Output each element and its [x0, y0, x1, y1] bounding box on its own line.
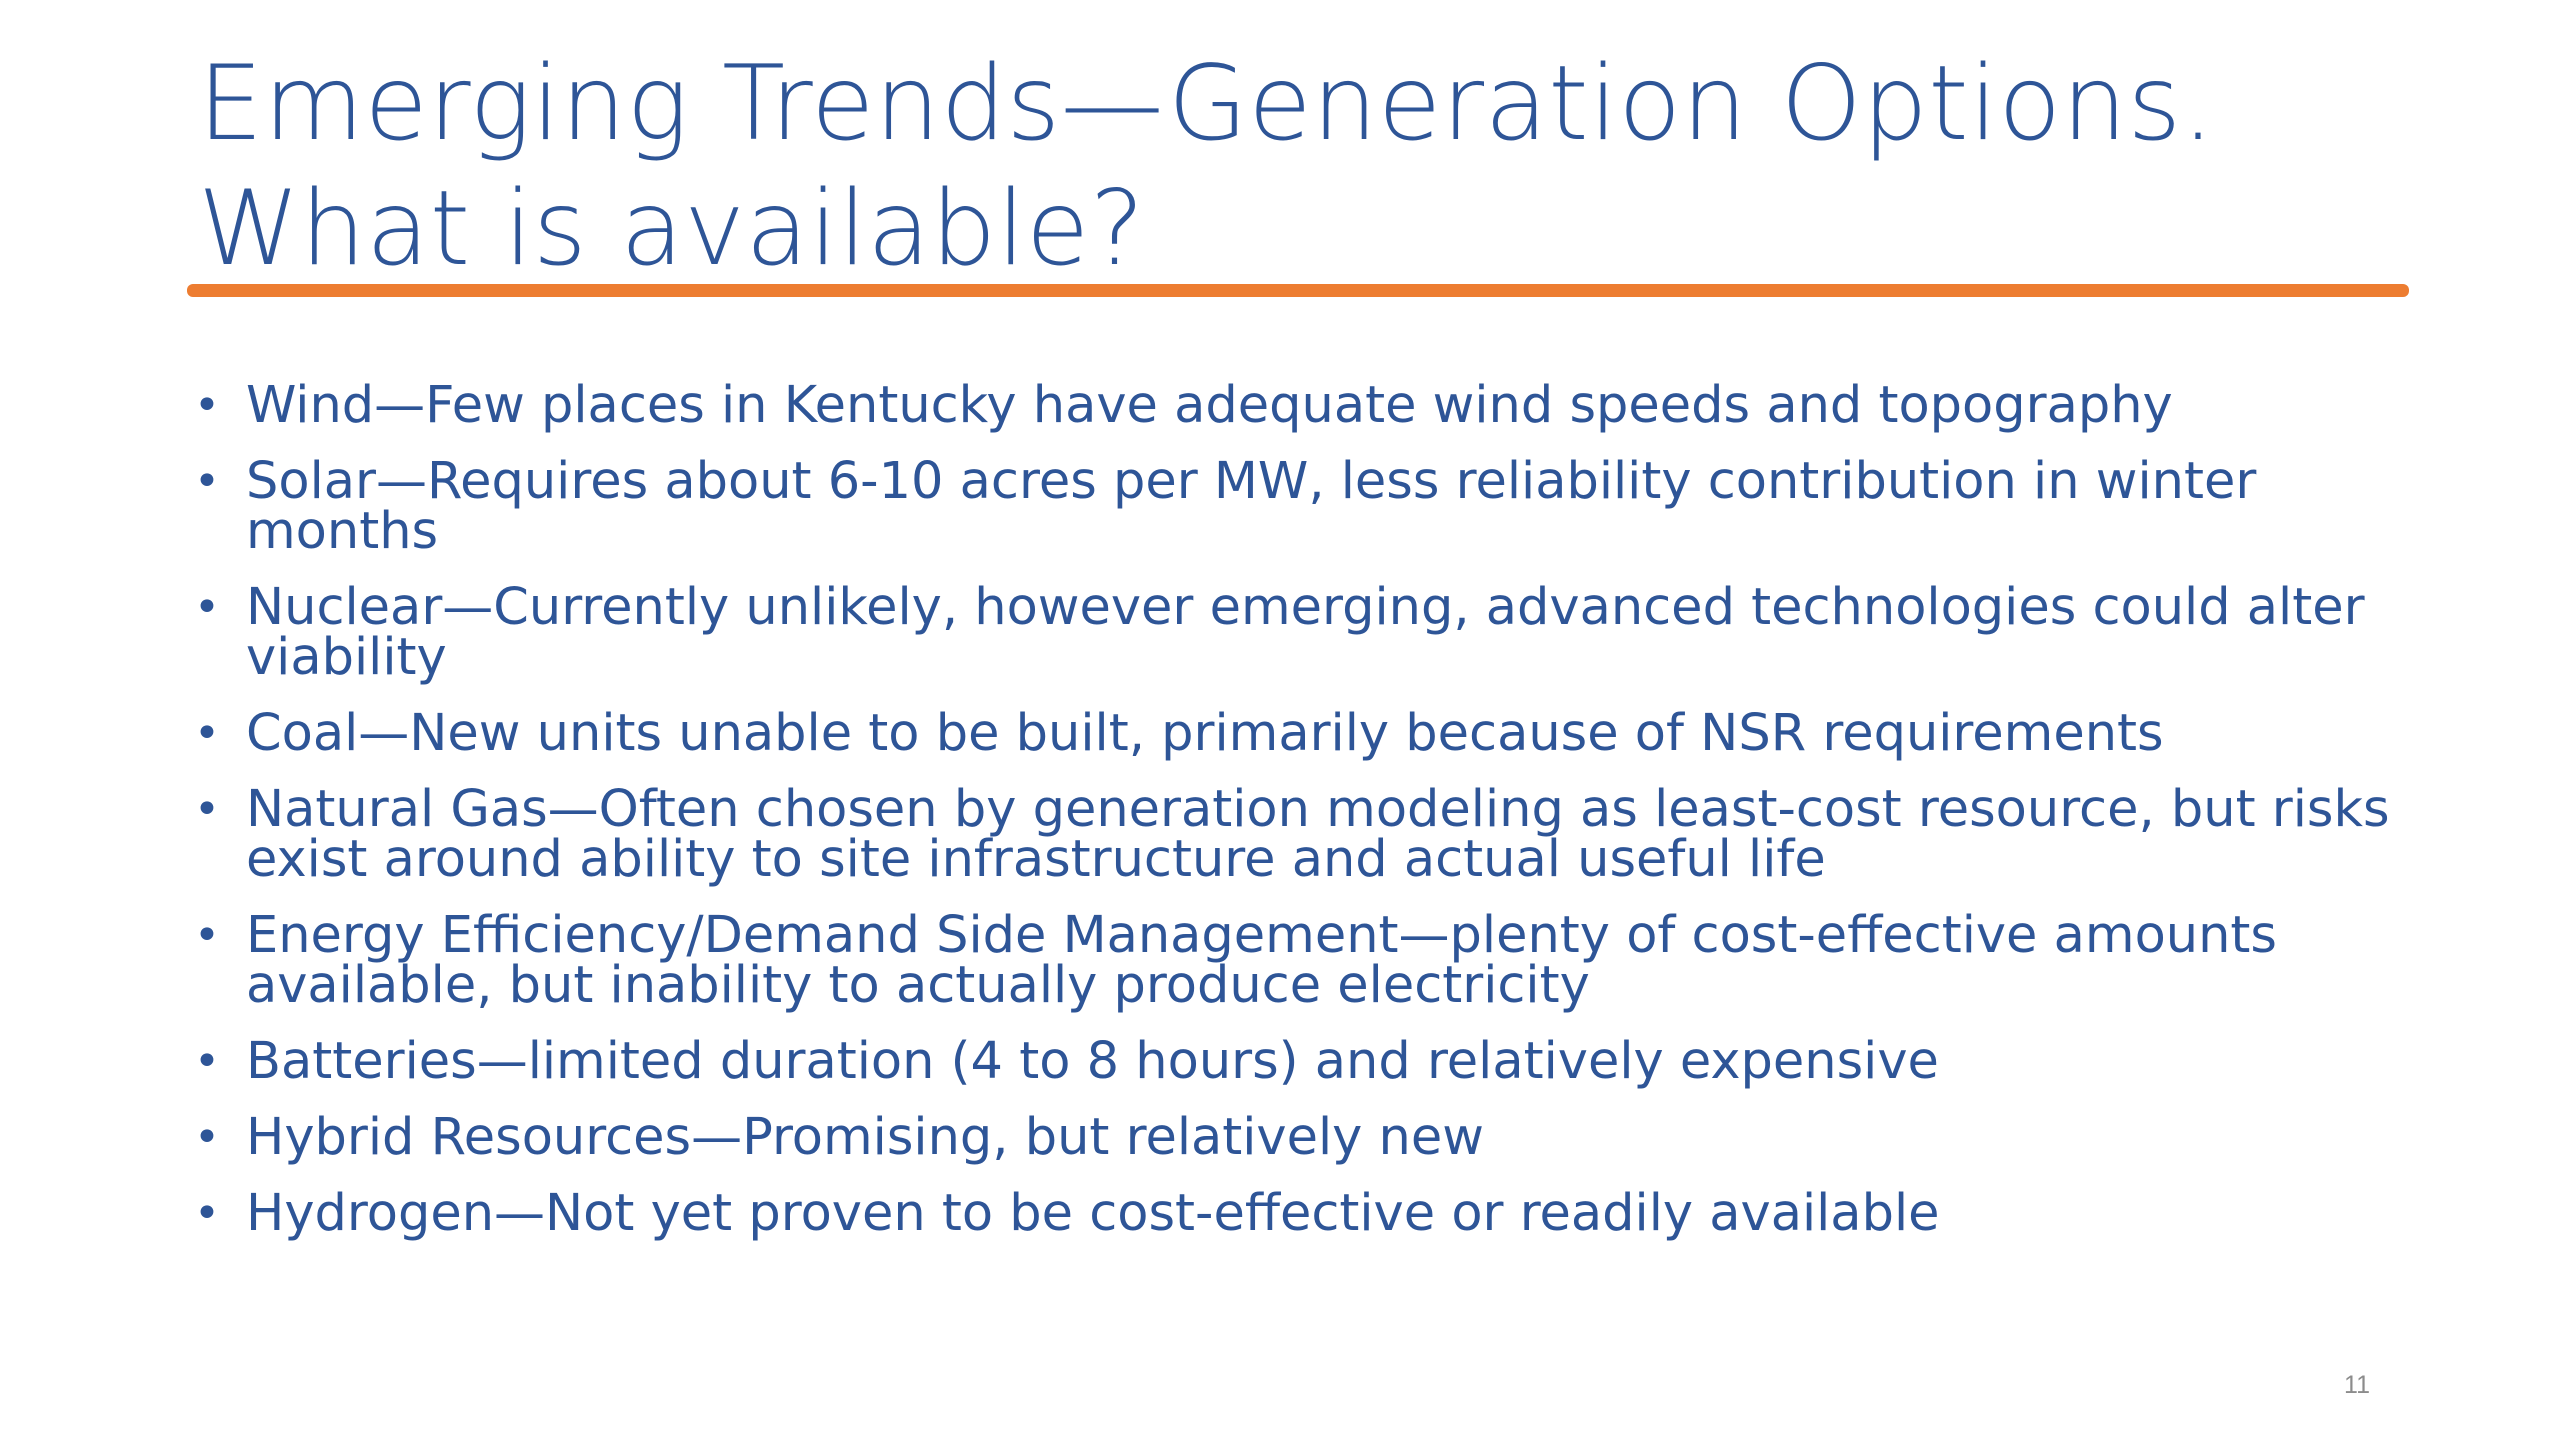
bullet-icon: •: [194, 1036, 220, 1087]
bullet-text: Hybrid Resources—Promising, but relative…: [246, 1108, 1484, 1167]
bullet-icon: •: [194, 784, 220, 835]
bullet-icon: •: [194, 708, 220, 759]
bullet-text: Natural Gas—Often chosen by generation m…: [246, 780, 2390, 889]
bullet-item: • Natural Gas—Often chosen by generation …: [194, 784, 2394, 885]
bullet-text: Coal—New units unable to be built, prima…: [246, 704, 2164, 763]
bullet-item: • Hybrid Resources—Promising, but relativ…: [194, 1112, 2394, 1163]
bullet-icon: •: [194, 1112, 220, 1163]
bullet-item: • Hydrogen—Not yet proven to be cost-effe…: [194, 1188, 2394, 1239]
bullet-item: • Nuclear—Currently unlikely, however eme…: [194, 582, 2394, 683]
bullet-text: Energy Efficiency/Demand Side Management…: [246, 906, 2277, 1015]
bullet-icon: •: [194, 582, 220, 633]
bullet-item: • Wind—Few places in Kentucky have adequa…: [194, 380, 2394, 431]
bullet-icon: •: [194, 380, 220, 431]
bullet-icon: •: [194, 456, 220, 507]
bullet-item: • Batteries—limited duration (4 to 8 hour…: [194, 1036, 2394, 1087]
bullet-text: Wind—Few places in Kentucky have adequat…: [246, 376, 2173, 435]
bullet-icon: •: [194, 1188, 220, 1239]
bullet-item: • Coal—New units unable to be built, prim…: [194, 708, 2394, 759]
bullet-text: Solar—Requires about 6-10 acres per MW, …: [246, 452, 2257, 561]
slide-number: 11: [2344, 1371, 2370, 1399]
title-underline: [187, 284, 2409, 297]
bullet-item: • Energy Efficiency/Demand Side Managemen…: [194, 910, 2394, 1011]
slide-title: Emerging Trends—Generation Options. What…: [198, 44, 2215, 289]
bullet-text: Batteries—limited duration (4 to 8 hours…: [246, 1032, 1939, 1091]
bullet-list: • Wind—Few places in Kentucky have adequa…: [194, 380, 2394, 1265]
bullet-icon: •: [194, 910, 220, 961]
bullet-item: • Solar—Requires about 6-10 acres per MW,…: [194, 456, 2394, 557]
bullet-text: Nuclear—Currently unlikely, however emer…: [246, 578, 2365, 687]
bullet-text: Hydrogen—Not yet proven to be cost-effec…: [246, 1184, 1940, 1243]
